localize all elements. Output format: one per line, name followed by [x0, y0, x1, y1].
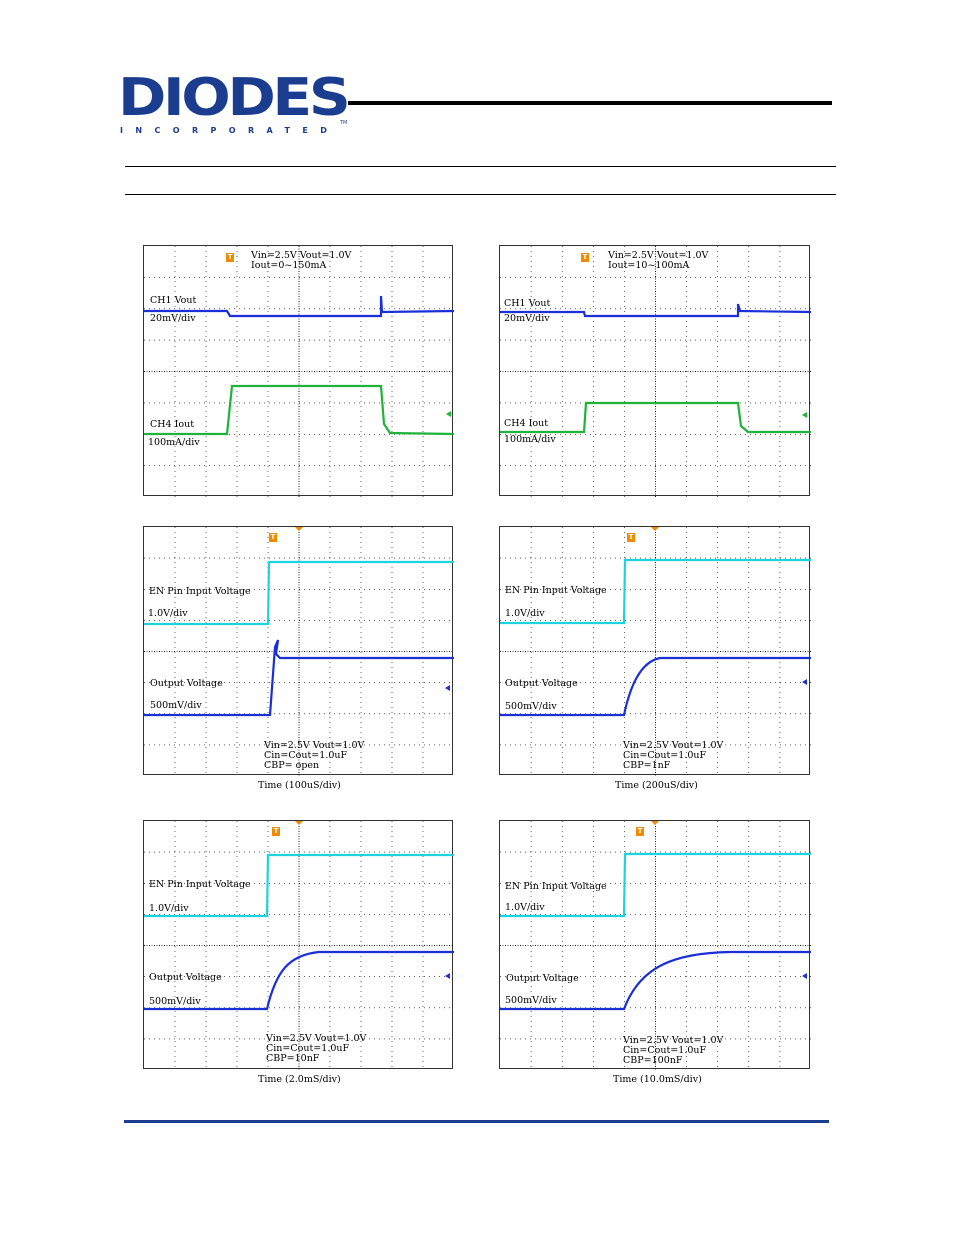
logo-subtitle: INCORPORATED: [120, 126, 340, 135]
logo-wordmark: DIODES: [118, 68, 351, 128]
vout-ground-marker: [445, 973, 450, 979]
time-scale-caption: Time (100uS/div): [258, 780, 341, 791]
ch2-vout-trace: [500, 656, 811, 717]
ch1-label: CH1 Vout: [150, 295, 197, 306]
scope-condition-1: Vin=2.5V Vout=1.0V: [251, 250, 352, 261]
ch1-vout-trace: [500, 303, 811, 318]
trigger-icon: T: [272, 827, 280, 836]
scope-grid: [144, 527, 454, 776]
ch2-scale: 500mV/div: [150, 700, 202, 711]
ch1-label: CH1 Vout: [504, 298, 551, 309]
scope-condition-2: Iout=10~100mA: [608, 260, 690, 271]
time-scale-caption: Time (2.0mS/div): [258, 1074, 341, 1085]
scope-condition-2: Cin=Cout=1.0uF: [266, 1043, 350, 1054]
title-rule-bottom: [125, 194, 836, 195]
vout-ground-marker: [445, 685, 450, 691]
scope-load-transient-1: T Vin=2.5V Vout=1.0V Iout=0~150mA CH1 Vo…: [143, 245, 454, 497]
scope-condition-2: Cin=Cout=1.0uF: [264, 750, 348, 761]
ch1-scale: 20mV/div: [150, 313, 196, 324]
ch1-en-trace: [144, 853, 454, 918]
ch1-en-trace: [144, 560, 454, 626]
ch1-scale: 1.0V/div: [505, 902, 545, 913]
scope-load-transient-2: T Vin=2.5V Vout=1.0V Iout=10~100mA CH1 V…: [499, 245, 811, 497]
scope-startup-cbp-open: T EN Pin Input Voltage 1.0V/div Output V…: [143, 526, 454, 776]
scope-condition-3: CBP=1nF: [623, 760, 671, 771]
ch4-ground-marker: [446, 411, 451, 417]
trigger-position-marker: [295, 821, 303, 825]
ch2-label: Output Voltage: [150, 678, 223, 689]
time-scale-caption: Time (10.0mS/div): [613, 1074, 702, 1085]
ch2-label: Output Voltage: [505, 678, 578, 689]
ch2-label: Output Voltage: [506, 973, 579, 984]
trigger-icon: T: [581, 253, 589, 262]
ch2-label: CH4 Iout: [150, 419, 195, 430]
ch1-en-trace: [500, 558, 811, 625]
scope-grid: [144, 821, 454, 1070]
scope-grid: [500, 527, 811, 776]
ch2-vout-trace: [144, 639, 454, 717]
diodes-logo: DIODES TM INCORPORATED: [118, 72, 351, 140]
scope-condition-2: Cin=Cout=1.0uF: [623, 750, 707, 761]
ch1-label: EN Pin Input Voltage: [505, 881, 607, 892]
trigger-position-marker: [295, 527, 303, 531]
scope-grid: [144, 246, 454, 497]
scope-condition-1: Vin=2.5V Vout=1.0V: [623, 1035, 724, 1046]
header-bar: [348, 101, 832, 105]
scope-condition-2: Cin=Cout=1.0uF: [623, 1045, 707, 1056]
scope-condition-1: Vin=2.5V Vout=1.0V: [608, 250, 709, 261]
ch2-label: CH4 Iout: [504, 418, 549, 429]
ch2-scale: 500mV/div: [149, 996, 201, 1007]
ch1-vout-trace: [144, 295, 454, 318]
vout-ground-marker: [802, 679, 807, 685]
trigger-icon: T: [627, 533, 635, 542]
title-rule-top: [125, 166, 836, 167]
trigger-position-marker: [651, 527, 659, 531]
ch1-label: EN Pin Input Voltage: [505, 585, 607, 596]
scope-condition-3: CBP= open: [264, 760, 320, 771]
ch2-vout-trace: [500, 950, 811, 1011]
ch1-scale: 1.0V/div: [149, 903, 189, 914]
scope-grid: [500, 246, 811, 497]
scope-condition-1: Vin=2.5V Vout=1.0V: [623, 740, 724, 751]
scope-condition-1: Vin=2.5V Vout=1.0V: [264, 740, 365, 751]
ch1-label: EN Pin Input Voltage: [149, 879, 251, 890]
scope-condition-1: Vin=2.5V Vout=1.0V: [266, 1033, 367, 1044]
footer-bar: [124, 1120, 829, 1123]
ch2-scale: 500mV/div: [505, 995, 557, 1006]
ch4-ground-marker: [802, 412, 807, 418]
scope-startup-cbp-10nf: T EN Pin Input Voltage 1.0V/div Output V…: [143, 820, 454, 1070]
ch2-scale: 100mA/div: [504, 434, 556, 445]
trigger-position-marker: [651, 821, 659, 825]
ch4-iout-trace: [500, 401, 811, 434]
ch4-iout-trace: [144, 384, 454, 436]
logo-trademark: TM: [340, 120, 348, 126]
ch1-scale: 1.0V/div: [148, 608, 188, 619]
scope-condition-3: CBP=100nF: [623, 1055, 683, 1066]
trigger-icon: T: [636, 827, 644, 836]
scope-condition-2: Iout=0~150mA: [251, 260, 327, 271]
ch1-label: EN Pin Input Voltage: [149, 586, 251, 597]
scope-startup-cbp-1nf: T EN Pin Input Voltage 1.0V/div Output V…: [499, 526, 811, 776]
time-scale-caption: Time (200uS/div): [615, 780, 698, 791]
trigger-icon: T: [226, 253, 234, 262]
vout-ground-marker: [802, 973, 807, 979]
ch2-vout-trace: [144, 950, 454, 1011]
ch1-scale: 20mV/div: [504, 313, 550, 324]
scope-startup-cbp-100nf: T EN Pin Input Voltage 1.0V/div Output V…: [499, 820, 811, 1070]
ch1-en-trace: [500, 852, 811, 918]
ch2-label: Output Voltage: [149, 972, 222, 983]
scope-condition-3: CBP=10nF: [266, 1053, 320, 1064]
trigger-icon: T: [269, 533, 277, 542]
ch1-scale: 1.0V/div: [505, 608, 545, 619]
scope-grid: [500, 821, 811, 1070]
ch2-scale: 500mV/div: [505, 701, 557, 712]
ch2-scale: 100mA/div: [148, 437, 200, 448]
